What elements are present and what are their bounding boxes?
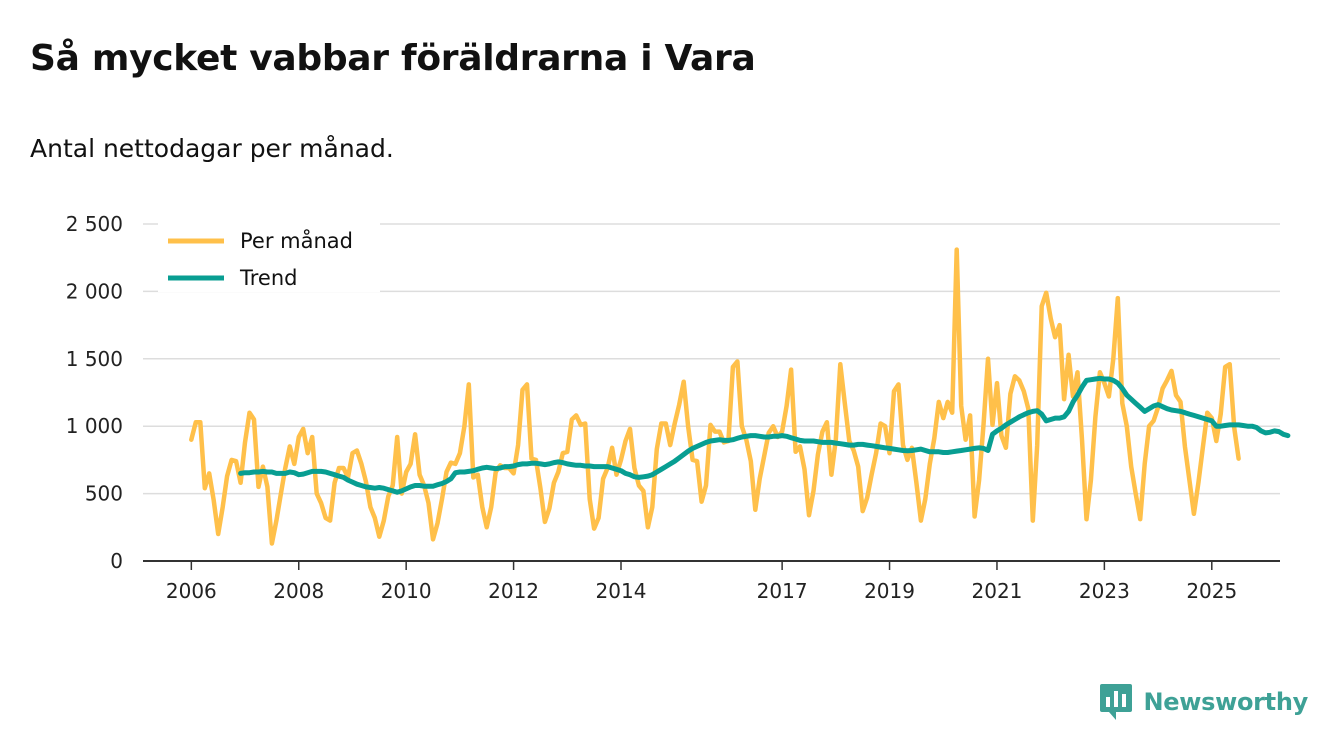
y-axis-ticks: 0 500 1 000 1 500 2 000 2 500	[66, 212, 123, 573]
chart-title: Så mycket vabbar föräldrarna i Vara	[30, 38, 756, 79]
x-axis-ticks: 2006 2008 2010 2012 2014 2017 2019 2021 2023 2025	[166, 561, 1237, 603]
x-tick-label: 2017	[757, 579, 808, 603]
legend: Per månad Trend	[158, 220, 380, 292]
line-chart: 0 500 1 000 1 500 2 000 2 500 2006 2008 2010 201…	[66, 212, 1291, 603]
newsworthy-logo-icon	[1100, 684, 1133, 720]
series-line-trend	[238, 375, 1291, 495]
series-line-per-manad	[189, 247, 1241, 546]
series-lines	[189, 247, 1291, 546]
y-tick-label: 1 500	[66, 347, 123, 371]
x-tick-label: 2006	[166, 579, 217, 603]
x-tick-label: 2019	[864, 579, 915, 603]
y-tick-label: 500	[85, 482, 123, 506]
y-tick-label: 1 000	[66, 414, 123, 438]
x-tick-label: 2008	[273, 579, 324, 603]
y-tick-label: 0	[110, 549, 123, 573]
y-tick-label: 2 500	[66, 212, 123, 236]
x-tick-label: 2014	[596, 579, 647, 603]
y-tick-label: 2 000	[66, 279, 123, 303]
brand-logo: Newsworthy	[1099, 683, 1308, 721]
legend-label-trend: Trend	[239, 266, 297, 290]
x-tick-label: 2023	[1079, 579, 1130, 603]
x-tick-label: 2012	[488, 579, 539, 603]
brand-name: Newsworthy	[1143, 688, 1308, 716]
chart-subtitle: Antal nettodagar per månad.	[30, 134, 394, 163]
x-tick-label: 2025	[1186, 579, 1237, 603]
legend-label-per-manad: Per månad	[240, 228, 353, 253]
x-tick-label: 2021	[972, 579, 1023, 603]
x-tick-label: 2010	[381, 579, 432, 603]
